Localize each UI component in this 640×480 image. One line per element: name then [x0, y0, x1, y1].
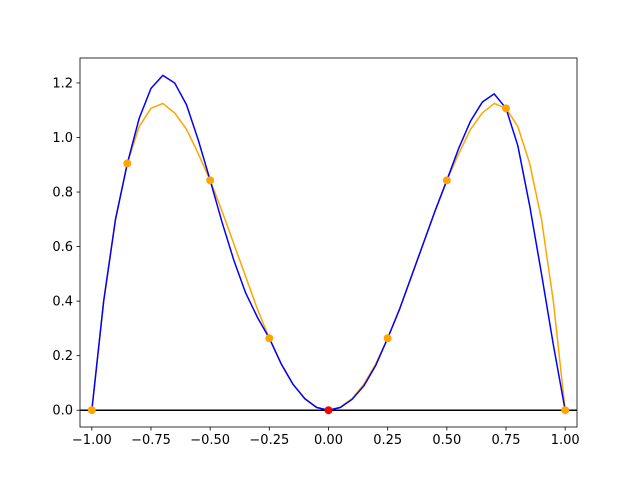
point [383, 334, 392, 343]
x-tick-label: 0.25 [373, 433, 402, 448]
point [206, 176, 215, 185]
y-tick-label: 0.6 [52, 240, 73, 255]
y-tick-label: 0.8 [52, 186, 73, 201]
y-tick-label: 1.2 [52, 76, 73, 91]
x-tick-label: 0.00 [314, 433, 343, 448]
x-tick-label: 1.00 [551, 433, 580, 448]
x-tick-label: −0.50 [190, 433, 230, 448]
point [561, 406, 570, 415]
y-tick-label: 0.0 [52, 404, 73, 419]
point [87, 406, 96, 415]
x-tick-label: −1.00 [72, 433, 112, 448]
x-tick-label: −0.75 [131, 433, 171, 448]
y-tick-label: 0.4 [52, 295, 73, 310]
point [265, 334, 274, 343]
point [502, 104, 510, 113]
x-tick-label: 0.75 [492, 433, 521, 448]
point [123, 159, 132, 168]
plot-frame [79, 57, 578, 428]
point [442, 176, 451, 185]
x-tick-label: 0.50 [432, 433, 461, 448]
x-tick-label: −0.25 [249, 433, 289, 448]
y-tick-label: 0.2 [52, 349, 73, 364]
y-tick-label: 1.0 [52, 131, 73, 146]
point [324, 406, 333, 415]
